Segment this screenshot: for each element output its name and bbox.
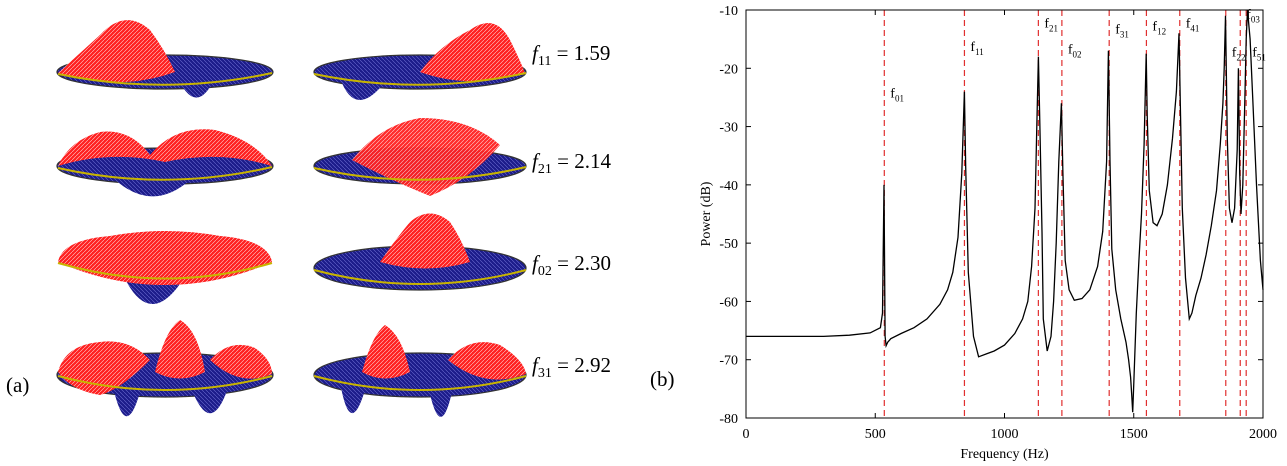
panel-b-label: (b)	[650, 367, 675, 391]
x-tick-label: 2000	[1249, 427, 1277, 442]
y-tick-label: -60	[719, 295, 738, 310]
peak-label-f51: f51	[1252, 46, 1266, 63]
mode-label-f31: f31 = 2.92	[532, 353, 611, 381]
peak-label-layer: f01 f11 f21 f02 f31 f12 f41 f22 f03 f51	[890, 8, 1266, 104]
peak-label-f41: f41	[1186, 16, 1200, 33]
x-tick-label: 1500	[1120, 427, 1148, 442]
spectrum-chart: 0 500 1000 1500 2000 -10 -20 -30 -40 -50 -60 -70 -80…	[699, 4, 1277, 462]
peak-label-f22: f22	[1232, 46, 1246, 63]
axis-tick-layer: 0 500 1000 1500 2000 -10 -20 -30 -40 -50 -60 -70 -80	[719, 4, 1277, 442]
peak-label-f03: f03	[1246, 8, 1260, 25]
y-tick-label: -20	[719, 62, 738, 77]
mode-shape-f31-left	[56, 320, 274, 417]
mode-label-f11: f11 = 1.59	[532, 41, 610, 69]
peak-label-f21: f21	[1044, 16, 1058, 33]
mode-shape-f02-right	[313, 213, 527, 291]
y-tick-label: -30	[719, 121, 738, 136]
peak-label-f12: f12	[1152, 19, 1166, 36]
peak-label-f31: f31	[1115, 22, 1129, 39]
mode-shape-f11-left	[56, 20, 274, 98]
mode-shape-f02-left	[57, 231, 273, 304]
peak-label-f11: f11	[970, 40, 983, 57]
mode-label-f21: f21 = 2.14	[532, 149, 611, 177]
x-axis-label: Frequency (Hz)	[960, 447, 1049, 462]
mode-label-f02: f02 = 2.30	[532, 251, 611, 279]
mode-shape-f31-right	[313, 325, 527, 417]
x-tick-label: 500	[865, 427, 886, 442]
panel-b: (b) 0 500 1000 1500 2000 -10 -20 -30 -40 -50 -60 -7…	[650, 4, 1277, 462]
y-tick-label: -40	[719, 179, 738, 194]
y-tick-label: -70	[719, 354, 738, 369]
spectrum-series-line	[746, 9, 1264, 413]
y-tick-label: -80	[719, 412, 738, 427]
x-tick-label: 0	[743, 427, 750, 442]
y-axis-label: Power (dB)	[699, 181, 714, 246]
mode-shape-f11-right	[313, 22, 527, 101]
mode-shape-f21-left	[56, 129, 274, 197]
x-tick-label: 1000	[991, 427, 1019, 442]
peak-label-f02: f02	[1068, 43, 1082, 60]
y-tick-label: -50	[719, 237, 738, 252]
panel-a: (a)	[6, 20, 611, 417]
panel-a-label: (a)	[6, 373, 29, 397]
y-tick-label: -10	[719, 4, 738, 19]
peak-label-f01: f01	[890, 86, 904, 103]
mode-shape-f21-right	[313, 118, 527, 196]
plot-frame	[745, 9, 1264, 419]
mode-marker-layer	[883, 10, 1247, 418]
